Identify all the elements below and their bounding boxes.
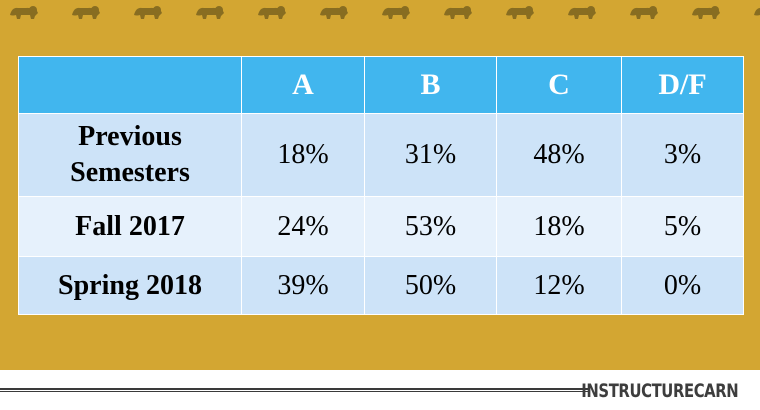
- lion-silhouette-icon: [134, 6, 162, 19]
- lion-silhouette-icon: [196, 6, 224, 19]
- lion-silhouette-icon: [568, 6, 596, 19]
- footer-bar: INSTRUCTURECARN: [0, 370, 760, 410]
- table-cell: 5%: [621, 196, 744, 257]
- table-cell: 18%: [241, 113, 365, 197]
- table-row: Previous Semesters 18% 31% 48% 3%: [18, 113, 744, 197]
- header-grade-c: C: [496, 56, 622, 114]
- lion-silhouette-icon: [10, 6, 38, 19]
- table-row: Spring 2018 39% 50% 12% 0%: [18, 256, 744, 315]
- table-cell: 3%: [621, 113, 744, 197]
- lion-silhouette-icon: [72, 6, 100, 19]
- table-cell: 39%: [241, 256, 365, 315]
- row-label-line: Spring 2018: [58, 269, 202, 301]
- table-cell: 53%: [364, 196, 497, 257]
- row-label: Spring 2018: [18, 256, 242, 315]
- table-cell: 24%: [241, 196, 365, 257]
- row-label: Previous Semesters: [18, 113, 242, 197]
- table-cell: 0%: [621, 256, 744, 315]
- lion-silhouette-icon: [630, 6, 658, 19]
- decorative-pattern-strip: [10, 6, 760, 19]
- lion-silhouette-icon: [320, 6, 348, 19]
- table-cell: 48%: [496, 113, 622, 197]
- header-corner-cell: [18, 56, 242, 114]
- header-grade-b: B: [364, 56, 497, 114]
- row-label: Fall 2017: [18, 196, 242, 257]
- lion-silhouette-icon: [692, 6, 720, 19]
- header-grade-a: A: [241, 56, 365, 114]
- table-cell: 50%: [364, 256, 497, 315]
- lion-silhouette-icon: [382, 6, 410, 19]
- header-grade-df: D/F: [621, 56, 744, 114]
- lion-silhouette-icon: [506, 6, 534, 19]
- lion-silhouette-icon: [444, 6, 472, 19]
- table-row: Fall 2017 24% 53% 18% 5%: [18, 196, 744, 257]
- lion-silhouette-icon: [258, 6, 286, 19]
- table-cell: 12%: [496, 256, 622, 315]
- table-cell: 18%: [496, 196, 622, 257]
- table-header-row: A B C D/F: [18, 56, 744, 114]
- brand-logo-text: INSTRUCTURECARN: [580, 380, 738, 402]
- grade-distribution-table: A B C D/F Previous Semesters 18% 31% 48%…: [18, 56, 744, 315]
- lion-silhouette-icon: [754, 7, 760, 16]
- row-label-line: Previous: [78, 121, 182, 152]
- footer-divider-line: [0, 388, 590, 392]
- table-cell: 31%: [364, 113, 497, 197]
- row-label-line: Semesters: [70, 157, 190, 188]
- row-label-line: Fall 2017: [75, 210, 185, 242]
